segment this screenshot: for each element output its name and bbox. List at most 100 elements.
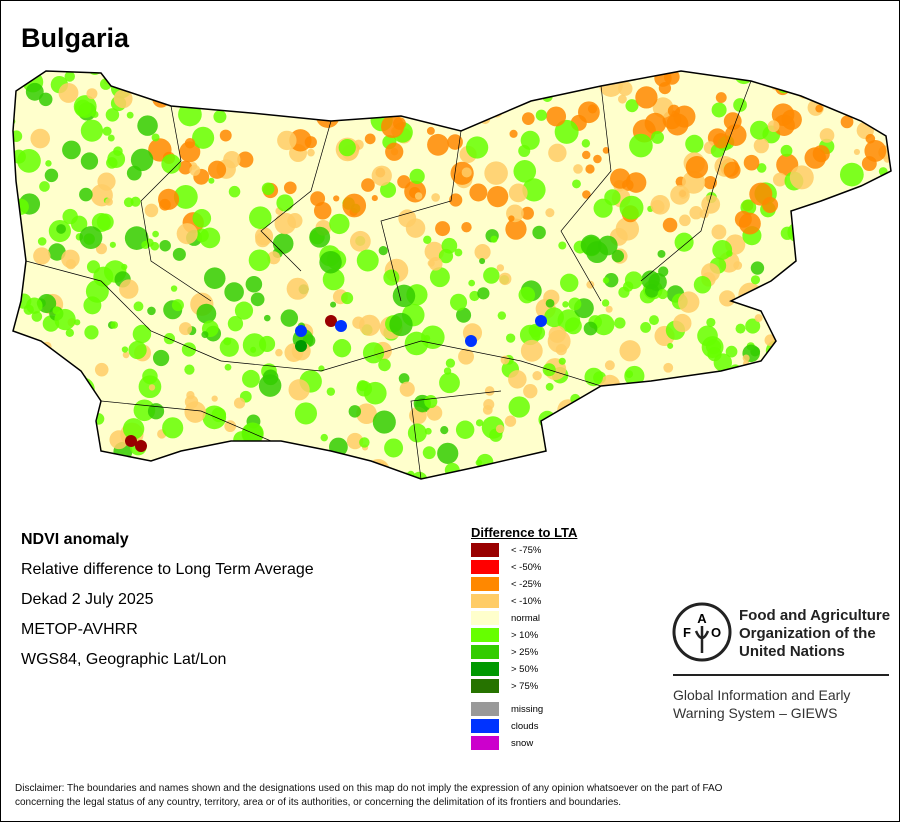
anomaly-patch [224, 282, 244, 302]
legend-item: > 25% [471, 645, 538, 659]
anomaly-patch [869, 394, 887, 413]
anomaly-patch [356, 403, 377, 425]
anomaly-patch [410, 76, 418, 85]
anomaly-patch [764, 334, 777, 346]
anomaly-patch [211, 395, 218, 402]
anomaly-patch [845, 84, 853, 92]
anomaly-patch [724, 124, 747, 146]
anomaly-patch [58, 82, 79, 103]
anomaly-patch [324, 111, 332, 119]
anomaly-patch [123, 197, 134, 208]
anomaly-patch [30, 128, 51, 149]
anomaly-patch [793, 349, 808, 365]
anomaly-patch [79, 187, 93, 202]
anomaly-patch [516, 90, 529, 103]
anomaly-patch [812, 145, 830, 163]
anomaly-patch [458, 348, 475, 365]
anomaly-patch [356, 249, 379, 272]
anomaly-patch [315, 463, 338, 479]
anomaly-patch [807, 441, 820, 454]
anomaly-patch [773, 114, 795, 136]
anomaly-patch [125, 435, 137, 447]
anomaly-patch [73, 95, 97, 118]
anomaly-patch [682, 448, 706, 472]
anomaly-patch [427, 133, 449, 156]
anomaly-patch [295, 340, 307, 352]
anomaly-patch [90, 454, 103, 468]
anomaly-patch [535, 109, 547, 121]
anomaly-patch [649, 315, 659, 326]
anomaly-patch [743, 385, 757, 399]
anomaly-patch [474, 243, 491, 261]
giews-line: Warning System – GIEWS [673, 705, 838, 721]
anomaly-patch [847, 437, 864, 454]
anomaly-patch [685, 458, 695, 468]
anomaly-patch [585, 164, 595, 174]
anomaly-patch [706, 317, 716, 328]
anomaly-patch [833, 425, 845, 437]
anomaly-patch [475, 419, 484, 427]
anomaly-patch [680, 461, 698, 479]
anomaly-patch [845, 206, 870, 231]
anomaly-patch [560, 442, 583, 465]
anomaly-patch [615, 438, 626, 449]
anomaly-patch [70, 377, 95, 402]
anomaly-patch [424, 427, 432, 435]
anomaly-patch [673, 313, 692, 333]
anomaly-patch [374, 95, 387, 108]
anomaly-patch [868, 335, 889, 355]
anomaly-patch [838, 242, 849, 253]
anomaly-patch [454, 248, 463, 257]
anomaly-patch [496, 264, 505, 272]
anomaly-patch [648, 436, 664, 452]
anomaly-patch [850, 73, 867, 90]
anomaly-patch [435, 221, 451, 237]
anomaly-patch [749, 182, 773, 206]
anomaly-patch [78, 374, 87, 384]
anomaly-patch [141, 240, 150, 250]
anomaly-patch [580, 433, 603, 456]
anomaly-patch [518, 286, 536, 304]
fao-name-line: Organization of the [739, 625, 876, 642]
anomaly-patch [404, 331, 429, 356]
anomaly-patch [378, 246, 388, 256]
anomaly-patch [828, 199, 844, 214]
anomaly-patch [125, 474, 146, 479]
anomaly-patch [654, 71, 672, 87]
anomaly-patch [866, 235, 873, 243]
anomaly-patch [644, 283, 659, 298]
anomaly-patch [819, 128, 835, 143]
anomaly-patch [192, 126, 215, 149]
anomaly-patch [371, 195, 378, 202]
anomaly-patch [583, 399, 605, 422]
anomaly-patch [230, 71, 252, 90]
anomaly-patch [647, 429, 659, 441]
anomaly-patch [868, 258, 884, 274]
anomaly-patch [791, 301, 812, 322]
anomaly-patch [508, 396, 530, 418]
anomaly-patch [643, 439, 653, 448]
anomaly-patch [690, 429, 698, 437]
anomaly-patch [685, 402, 702, 419]
anomaly-patch [841, 225, 856, 240]
anomaly-patch [657, 288, 668, 300]
anomaly-patch [558, 357, 566, 365]
product-name: NDVI anomaly [21, 531, 129, 548]
anomaly-patch [863, 337, 879, 353]
anomaly-patch [72, 71, 83, 72]
anomaly-patch [484, 386, 495, 396]
legend-item: < -50% [471, 560, 541, 574]
fao-name-line: Food and Agriculture [739, 607, 891, 624]
anomaly-patch [199, 71, 213, 80]
anomaly-patch [757, 438, 780, 461]
anomaly-patch [872, 413, 890, 431]
anomaly-patch [55, 363, 67, 375]
anomaly-patch [837, 71, 860, 93]
legend-item: < -75% [471, 543, 541, 557]
anomaly-patch [19, 450, 32, 463]
anomaly-patch [65, 328, 75, 338]
anomaly-patch [833, 366, 852, 384]
anomaly-patch [148, 138, 172, 162]
anomaly-patch [823, 310, 831, 317]
anomaly-patch [423, 75, 448, 100]
